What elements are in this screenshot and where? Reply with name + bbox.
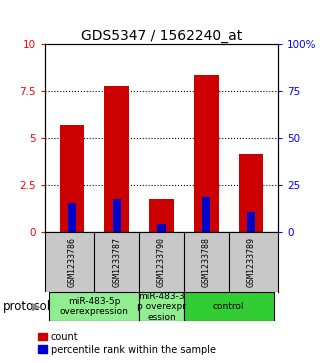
Bar xyxy=(68,203,76,232)
Text: protocol: protocol xyxy=(3,300,52,313)
Bar xyxy=(104,86,129,232)
Text: GSM1233789: GSM1233789 xyxy=(247,237,256,287)
Text: GSM1233788: GSM1233788 xyxy=(202,237,211,287)
Bar xyxy=(184,292,274,321)
Title: GDS5347 / 1562240_at: GDS5347 / 1562240_at xyxy=(81,29,242,42)
Text: control: control xyxy=(213,302,244,311)
Text: ▶: ▶ xyxy=(32,302,40,312)
Text: GSM1233790: GSM1233790 xyxy=(157,237,166,287)
Text: miR-483-3
p overexpr
ession: miR-483-3 p overexpr ession xyxy=(137,292,186,322)
Bar xyxy=(49,292,139,321)
Text: miR-483-5p
overexpression: miR-483-5p overexpression xyxy=(60,297,129,317)
Bar xyxy=(239,154,263,232)
Bar xyxy=(149,199,174,232)
Bar xyxy=(113,199,121,232)
Text: GSM1233787: GSM1233787 xyxy=(112,237,121,287)
Bar xyxy=(247,212,255,232)
Legend: count, percentile rank within the sample: count, percentile rank within the sample xyxy=(38,332,216,355)
Bar xyxy=(158,224,166,232)
Bar xyxy=(60,125,84,232)
Bar xyxy=(202,197,210,232)
Text: GSM1233786: GSM1233786 xyxy=(67,237,76,287)
Bar xyxy=(139,292,184,321)
Bar xyxy=(194,75,219,232)
